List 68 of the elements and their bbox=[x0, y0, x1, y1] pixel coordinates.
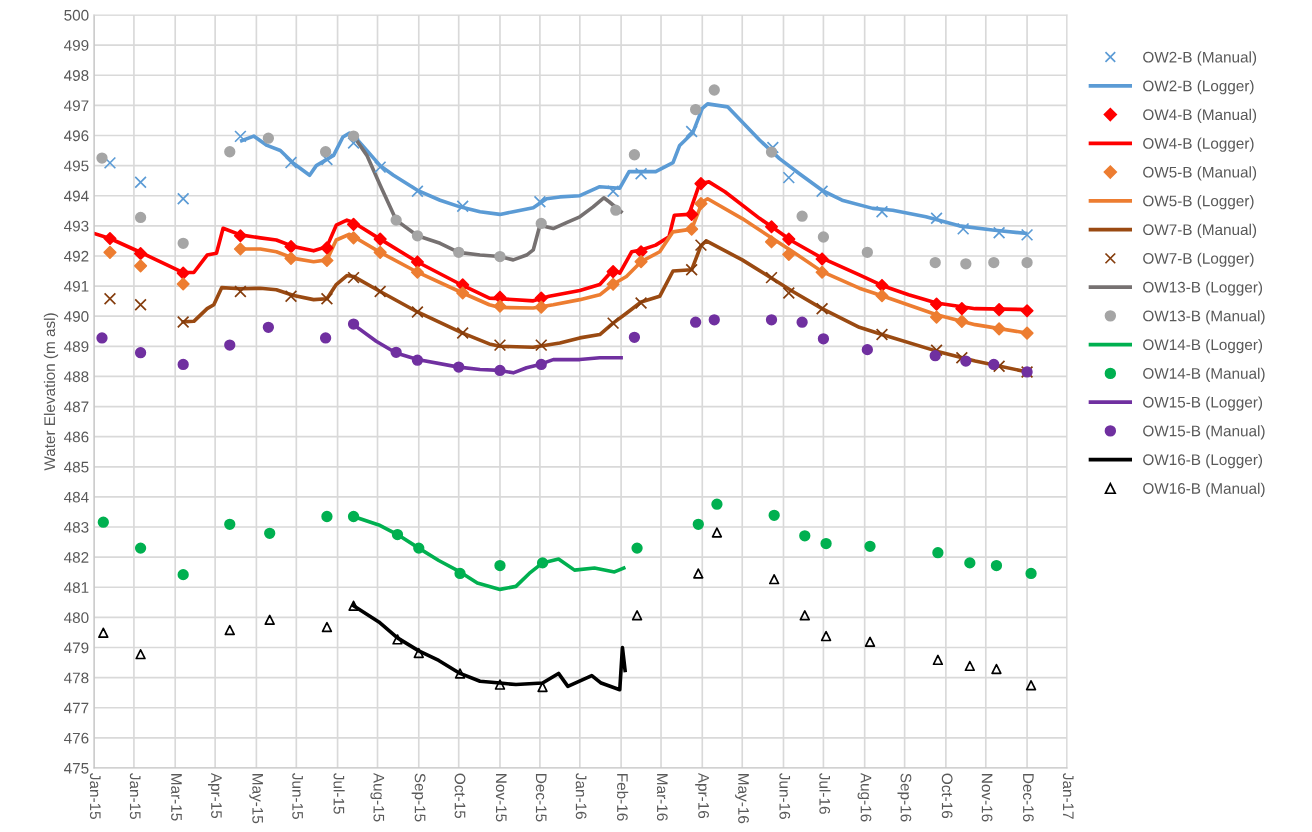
legend-label: OW2-B (Manual) bbox=[1143, 51, 1257, 66]
y-tick-label: 477 bbox=[64, 702, 89, 714]
y-tick-label: 498 bbox=[64, 70, 89, 81]
x-tick-label: Aug-15 bbox=[370, 772, 385, 822]
y-tick-label: 499 bbox=[64, 39, 89, 51]
legend-label: OW15-B (Manual) bbox=[1143, 425, 1265, 440]
x-tick-label: Feb-16 bbox=[617, 774, 629, 821]
y-tick-label: 487 bbox=[64, 401, 89, 413]
y-tick-label: 475 bbox=[64, 763, 89, 774]
x-tick-label: Jul-16 bbox=[819, 773, 831, 814]
y-tick-label: 493 bbox=[64, 220, 89, 232]
x-tick-label: Jul-15 bbox=[333, 773, 345, 814]
x-tick-label: Apr-15 bbox=[208, 772, 222, 819]
legend-label: OW7-B (Logger) bbox=[1143, 252, 1254, 267]
legend-label: OW4-B (Manual) bbox=[1143, 108, 1257, 124]
y-tick-label: 476 bbox=[64, 732, 89, 744]
x-tick-label: Mar-16 bbox=[656, 774, 668, 821]
y-tick-label: 483 bbox=[64, 521, 89, 533]
x-tick-label: Sep-16 bbox=[897, 773, 912, 822]
y-tick-label: 496 bbox=[64, 130, 89, 142]
x-tick-label: Jan-15 bbox=[129, 773, 141, 819]
y-tick-label: 494 bbox=[64, 190, 89, 202]
y-tick-label: 486 bbox=[64, 431, 89, 443]
x-tick-label: Apr-16 bbox=[695, 772, 710, 819]
x-tick-label: Jan-16 bbox=[575, 773, 587, 819]
y-tick-label: 491 bbox=[64, 280, 89, 292]
y-tick-label: 488 bbox=[64, 371, 89, 383]
y-tick-label: 492 bbox=[64, 250, 89, 262]
y-tick-label: 485 bbox=[64, 461, 89, 473]
x-tick-label: May-16 bbox=[735, 774, 749, 824]
x-tick-label: Jun-16 bbox=[779, 773, 791, 819]
y-tick-label: 484 bbox=[64, 491, 89, 503]
y-tick-label: 489 bbox=[64, 341, 89, 353]
y-tick-label: 495 bbox=[64, 160, 89, 172]
x-tick-label: May-15 bbox=[249, 774, 263, 824]
legend-label: OW13-B (Logger) bbox=[1143, 281, 1263, 296]
x-tick-label: Jan-17 bbox=[1062, 773, 1074, 819]
legend-label: OW5-B (Manual) bbox=[1143, 166, 1257, 181]
x-tick-label: Dec-16 bbox=[1022, 774, 1034, 822]
y-tick-label: 500 bbox=[64, 9, 89, 21]
x-tick-label: Oct-16 bbox=[941, 773, 953, 819]
legend-label: OW2-B (Logger) bbox=[1143, 80, 1254, 95]
x-tick-label: Mar-15 bbox=[171, 774, 182, 821]
legend-label: OW7-B (Manual) bbox=[1143, 223, 1257, 239]
legend-label: OW16-B (Manual) bbox=[1143, 482, 1265, 497]
legend-label: OW4-B (Logger) bbox=[1143, 137, 1254, 152]
y-tick-label: 481 bbox=[64, 582, 89, 593]
y-axis-title: Water Elevation (m asl) bbox=[43, 313, 59, 471]
y-tick-label: 497 bbox=[64, 100, 89, 112]
y-tick-label: 480 bbox=[64, 612, 89, 624]
legend-label: OW16-B (Logger) bbox=[1143, 453, 1263, 469]
x-tick-label: Nov-15 bbox=[495, 774, 507, 822]
legend-label: OW5-B (Logger) bbox=[1143, 195, 1254, 210]
legend-label: OW14-B (Logger) bbox=[1143, 338, 1263, 354]
x-tick-label: Nov-16 bbox=[981, 774, 993, 822]
x-tick-label: Oct-15 bbox=[454, 773, 466, 819]
x-tick-label: Jun-15 bbox=[292, 773, 303, 819]
x-tick-label: Dec-15 bbox=[535, 774, 547, 822]
legend-label: OW15-B (Logger) bbox=[1143, 396, 1263, 411]
y-tick-label: 479 bbox=[64, 642, 89, 654]
x-tick-label: Sep-15 bbox=[411, 773, 426, 822]
y-tick-label: 482 bbox=[64, 552, 89, 563]
x-tick-label: Aug-16 bbox=[857, 772, 872, 822]
x-tick-label: Jan-15 bbox=[89, 773, 101, 819]
legend-label: OW13-B (Manual) bbox=[1143, 310, 1265, 325]
legend-label: OW14-B (Manual) bbox=[1143, 367, 1265, 382]
y-tick-label: 490 bbox=[64, 311, 89, 322]
y-tick-label: 478 bbox=[64, 672, 89, 684]
